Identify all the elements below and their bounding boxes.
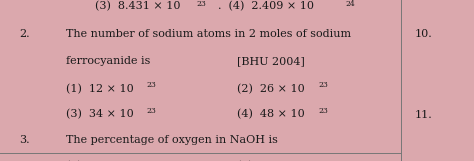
Text: 23: 23	[319, 81, 328, 89]
Text: 2.: 2.	[19, 29, 29, 39]
Text: 10.: 10.	[415, 29, 432, 39]
Text: .  (4)  2.409 × 10: . (4) 2.409 × 10	[218, 1, 314, 12]
Text: (3)  8.431 × 10: (3) 8.431 × 10	[95, 1, 180, 12]
Text: (2)  26 × 10: (2) 26 × 10	[237, 83, 305, 94]
Text: 23: 23	[197, 0, 207, 8]
Text: (4)  48 × 10: (4) 48 × 10	[237, 109, 305, 119]
Text: 23: 23	[147, 81, 157, 89]
Text: 23: 23	[319, 107, 328, 115]
Text: (3)  34 × 10: (3) 34 × 10	[66, 109, 134, 119]
Text: 24: 24	[345, 0, 355, 8]
Text: [BHU 2004]: [BHU 2004]	[237, 56, 305, 66]
Text: ferrocyanide is: ferrocyanide is	[66, 56, 151, 66]
Text: 11.: 11.	[415, 109, 432, 119]
Text: The percentage of oxygen in NaOH is: The percentage of oxygen in NaOH is	[66, 135, 278, 145]
Text: (1)  12 × 10: (1) 12 × 10	[66, 83, 134, 94]
Text: 23: 23	[147, 107, 157, 115]
Text: 3.: 3.	[19, 135, 29, 145]
Text: The number of sodium atoms in 2 moles of sodium: The number of sodium atoms in 2 moles of…	[66, 29, 352, 39]
